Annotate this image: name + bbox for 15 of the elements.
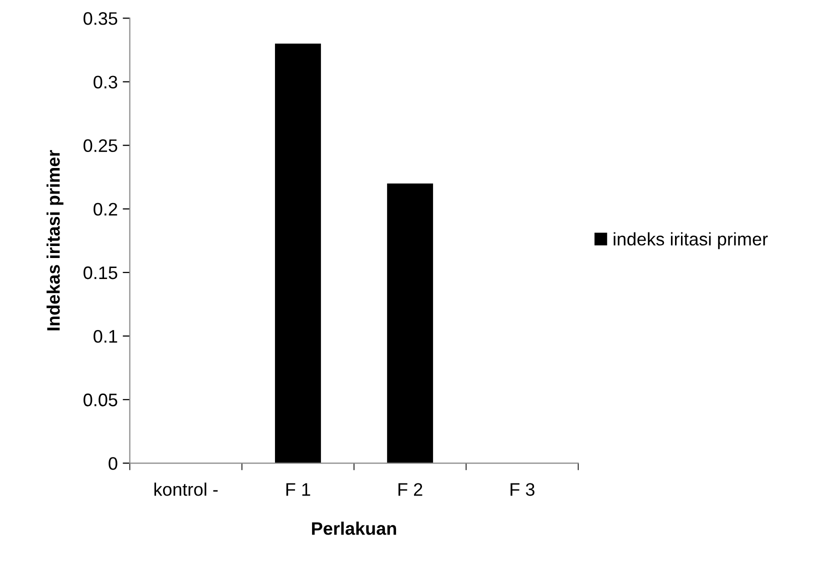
legend-label: indeks iritasi primer bbox=[614, 232, 768, 250]
y-tick-label: 0.35 bbox=[84, 12, 118, 25]
y-tick-label: 0.25 bbox=[84, 139, 118, 152]
x-tick-label: F 3 bbox=[510, 483, 534, 496]
x-tick-label: kontrol - bbox=[154, 482, 218, 496]
x-tick-label: F 2 bbox=[398, 483, 422, 496]
x-tick-label: F 1 bbox=[286, 483, 310, 496]
y-tick-label: 0.15 bbox=[84, 266, 118, 280]
y-tick-label: 0.05 bbox=[84, 394, 118, 406]
y-axis-title: Indekas iritasi primer bbox=[46, 150, 64, 330]
y-tick-label: 0 bbox=[108, 457, 118, 470]
x-axis-title: Perlakuan bbox=[312, 522, 396, 535]
y-tick-label: 0.1 bbox=[94, 330, 118, 343]
y-tick-label: 0.3 bbox=[94, 76, 118, 88]
y-tick-label: 0.2 bbox=[94, 202, 118, 216]
